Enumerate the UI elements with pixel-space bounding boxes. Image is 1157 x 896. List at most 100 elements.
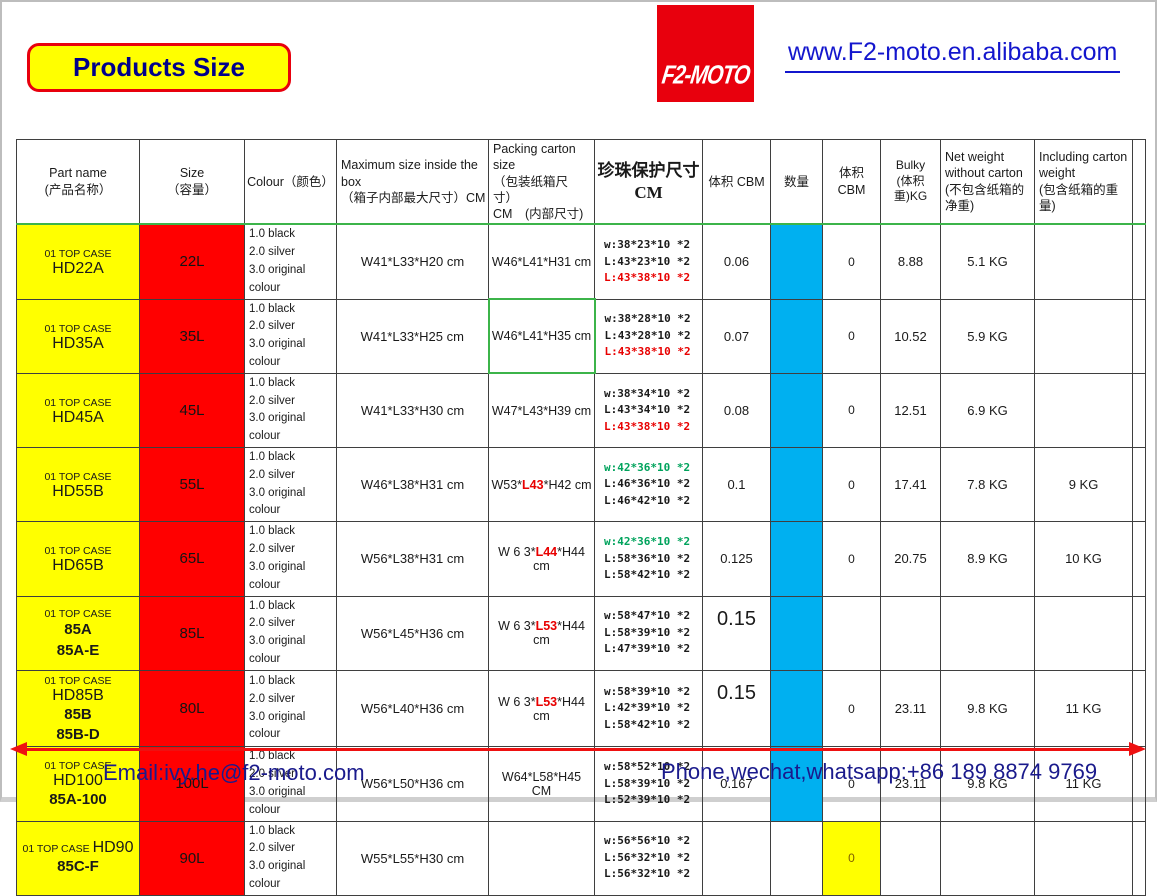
bulky-cell: 8.88 <box>880 223 941 300</box>
carton-weight-cell <box>1034 372 1133 449</box>
products-size-badge: Products Size <box>27 43 291 92</box>
spare-cell <box>1132 446 1146 523</box>
net-weight-cell <box>940 820 1035 896</box>
part-name-cell: 01 TOP CASE HD90 85C-F <box>16 820 140 896</box>
net-weight-cell: 6.9 KG <box>940 372 1035 449</box>
part-name-cell: 01 TOP CASE HD45A <box>16 372 140 449</box>
cbm2-cell: 0 <box>822 521 881 597</box>
pearl-size-cell: w:38*28*10 *2 L:43*28*10 *2 L:43*38*10 *2 <box>594 298 703 374</box>
column-header-12: Including carton weight (包含纸箱的重量) <box>1034 139 1133 226</box>
cbm-cell: 0.06 <box>702 223 771 300</box>
header-row: Part name (产品名称） Size （容量） Colour（颜色） Maximum… <box>16 139 1146 226</box>
carton-weight-cell <box>1034 223 1133 300</box>
colour-cell: 1.0 black 2.0 silver 3.0 original colour <box>244 446 337 523</box>
bulky-cell <box>880 820 941 896</box>
carton-weight-cell <box>1034 820 1133 896</box>
net-weight-cell: 5.9 KG <box>940 298 1035 374</box>
column-header-9: 体积 CBM <box>822 139 881 226</box>
carton-weight-cell <box>1034 298 1133 374</box>
bulky-cell: 23.11 <box>880 669 941 748</box>
column-header-5: Packing carton size （包装纸箱尺寸） CM (内部尺寸) <box>488 139 595 226</box>
cbm2-cell: 0 <box>822 372 881 449</box>
max-size-cell: W41*L33*H20 cm <box>336 223 489 300</box>
spare-cell <box>1132 746 1146 822</box>
part-name-cell: 01 TOP CASE HD35A <box>16 298 140 374</box>
table-row: 01 TOP CASE HD45A 45L 1.0 black 2.0 silver 3… <box>16 372 1146 449</box>
max-size-cell: W46*L38*H31 cm <box>336 446 489 523</box>
packing-size-cell: W46*L41*H35 cm <box>487 297 596 375</box>
max-size-cell: W56*L45*H36 cm <box>336 595 489 671</box>
spare-cell <box>1132 223 1146 300</box>
packing-size-cell: W46*L41*H31 cm <box>488 223 595 300</box>
colour-cell: 1.0 black 2.0 silver 3.0 original colour <box>244 521 337 597</box>
size-cell: 45L <box>139 372 245 449</box>
table-row: 01 TOP CASE HD35A 35L 1.0 black 2.0 silver 3… <box>16 297 1146 375</box>
colour-cell: 1.0 black 2.0 silver 3.0 original colour <box>244 223 337 300</box>
table-row: 01 TOP CASE HD65B 65L 1.0 black 2.0 silver 3… <box>16 521 1146 597</box>
bulky-cell <box>880 595 941 671</box>
bulky-cell: 12.51 <box>880 372 941 449</box>
size-cell: 85L <box>139 595 245 671</box>
cbm2-cell <box>822 595 881 671</box>
packing-size-cell: W 6 3*L53*H44 cm <box>488 595 595 671</box>
part-name-cell: 01 TOP CASE 85A 85A-E <box>16 595 140 671</box>
column-header-7: 体积 CBM <box>702 139 771 226</box>
cbm-cell: 0.07 <box>702 298 771 374</box>
bulky-cell: 20.75 <box>880 521 941 597</box>
max-size-cell: W56*L40*H36 cm <box>336 669 489 748</box>
max-size-cell: W41*L33*H25 cm <box>336 298 489 374</box>
spare-cell <box>1132 820 1146 896</box>
divider-arrow-line <box>24 748 1131 751</box>
spare-cell <box>1132 372 1146 449</box>
spare-cell <box>1132 521 1146 597</box>
net-weight-cell: 8.9 KG <box>940 521 1035 597</box>
table-row: 01 TOP CASE HD90 85C-F 90L 1.0 black 2.0 sil… <box>16 820 1146 896</box>
pearl-size-cell: w:42*36*10 *2 L:46*36*10 *2 L:46*42*10 *2 <box>594 446 703 523</box>
column-header-1: Part name (产品名称） <box>16 139 140 226</box>
colour-cell: 1.0 black 2.0 silver 3.0 original colour <box>244 372 337 449</box>
carton-weight-cell: 11 KG <box>1034 669 1133 748</box>
column-header-3: Colour（颜色） <box>244 139 337 226</box>
cbm-cell: 0.08 <box>702 372 771 449</box>
column-header-8: 数量 <box>770 139 823 226</box>
net-weight-cell: 9.8 KG <box>940 669 1035 748</box>
pearl-size-cell: w:38*23*10 *2 L:43*23*10 *2 L:43*38*10 *2 <box>594 223 703 300</box>
cbm-cell: 0.15 <box>702 669 771 748</box>
cbm-cell: 0.125 <box>702 521 771 597</box>
qty-cell <box>770 372 823 449</box>
pearl-size-cell: w:58*47*10 *2 L:58*39*10 *2 L:47*39*10 *2 <box>594 595 703 671</box>
max-size-cell: W41*L33*H30 cm <box>336 372 489 449</box>
contact-phone: Phone,wechat,whatsapp:+86 189 8874 9769 <box>661 759 1098 784</box>
column-header-2: Size （容量） <box>139 139 245 226</box>
cbm-cell: 0.15 <box>702 595 771 671</box>
part-name-cell: 01 TOP CASE HD65B <box>16 521 140 597</box>
cbm2-cell: 0 <box>822 669 881 748</box>
size-cell: 80L <box>139 669 245 748</box>
net-weight-cell <box>940 595 1035 671</box>
colour-cell: 1.0 black 2.0 silver 3.0 original colour <box>244 669 337 748</box>
packing-size-cell: W 6 3*L44*H44 cm <box>488 521 595 597</box>
part-name-cell: 01 TOP CASE HD22A <box>16 223 140 300</box>
packing-size-cell: W53*L43*H42 cm <box>488 446 595 523</box>
cbm2-cell: 0 <box>822 223 881 300</box>
qty-cell <box>770 820 823 896</box>
colour-cell: 1.0 black 2.0 silver 3.0 original colour <box>244 820 337 896</box>
packing-size-cell: W64*L58*H45 CM <box>488 746 595 822</box>
max-size-cell: W56*L38*H31 cm <box>336 521 489 597</box>
bulky-cell: 10.52 <box>880 298 941 374</box>
table-row: 01 TOP CASE HD55B 55L 1.0 black 2.0 silver 3… <box>16 446 1146 523</box>
pearl-size-cell: w:38*34*10 *2 L:43*34*10 *2 L:43*38*10 *2 <box>594 372 703 449</box>
column-header-4: Maximum size inside the box （箱子内部最大尺寸）CM <box>336 139 489 226</box>
qty-cell <box>770 595 823 671</box>
table-row: 01 TOP CASE 85A 85A-E 85L 1.0 black 2.0 silve… <box>16 595 1146 671</box>
contact-email: Email:ivy.he@f2-moto.com <box>103 760 365 785</box>
column-header-6: 珍珠保护尺寸 CM <box>594 139 703 226</box>
carton-weight-cell: 9 KG <box>1034 446 1133 523</box>
qty-cell <box>770 298 823 374</box>
products-size-table: Part name (产品名称） Size （容量） Colour（颜色） Maximum… <box>16 139 1146 896</box>
alibaba-store-link[interactable]: www.F2-moto.en.alibaba.com <box>785 38 1121 73</box>
spare-cell <box>1132 669 1146 748</box>
column-header-13 <box>1132 139 1146 226</box>
packing-size-cell <box>488 820 595 896</box>
packing-size-cell: W 6 3*L53*H44 cm <box>488 669 595 748</box>
